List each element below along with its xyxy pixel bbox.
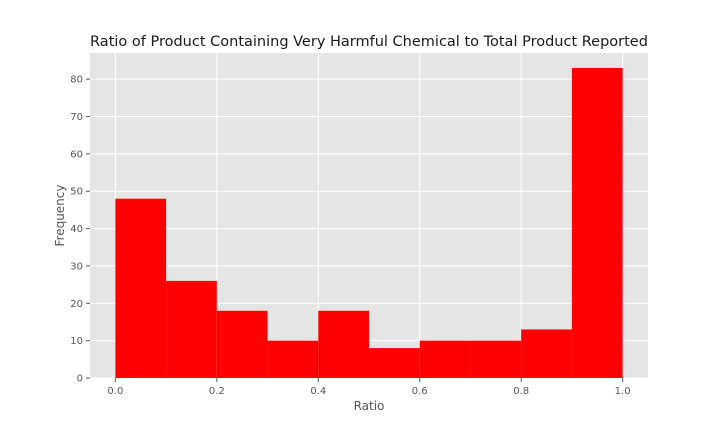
y-tick-label: 80 [70, 75, 83, 86]
histogram-bar [521, 329, 572, 378]
histogram-bar [470, 340, 522, 378]
y-tick-label: 10 [70, 336, 83, 347]
x-tick-label: 0.6 [412, 386, 428, 397]
y-tick-label: 20 [70, 299, 83, 310]
y-tick-label: 70 [70, 112, 83, 123]
y-tick-label: 0 [77, 374, 83, 385]
histogram-bar [369, 348, 420, 378]
x-tick-label: 1.0 [615, 386, 631, 397]
x-tick-label: 0.8 [513, 386, 529, 397]
x-tick-label: 0.0 [107, 386, 123, 397]
y-axis-ticks: 0 10 20 30 40 50 60 70 80 [70, 75, 90, 385]
histogram-bar [318, 310, 369, 378]
chart-title: Ratio of Product Containing Very Harmful… [90, 34, 648, 50]
x-tick-label: 0.2 [209, 386, 225, 397]
histogram-bar [216, 310, 268, 378]
x-axis-label: Ratio [354, 399, 385, 413]
x-tick-label: 0.4 [310, 386, 326, 397]
bars [115, 67, 623, 378]
y-tick-label: 40 [70, 224, 83, 235]
y-axis-label: Frequency [53, 185, 67, 247]
histogram-bar [166, 280, 217, 378]
histogram-bar [419, 340, 471, 378]
x-axis-ticks: 0.0 0.2 0.4 0.6 0.8 1.0 [107, 378, 631, 397]
histogram-bar [571, 67, 623, 378]
histogram-bar [267, 340, 319, 378]
y-tick-label: 60 [70, 149, 83, 160]
histogram-bar [115, 198, 167, 378]
y-tick-label: 50 [70, 187, 83, 198]
y-tick-label: 30 [70, 261, 83, 272]
